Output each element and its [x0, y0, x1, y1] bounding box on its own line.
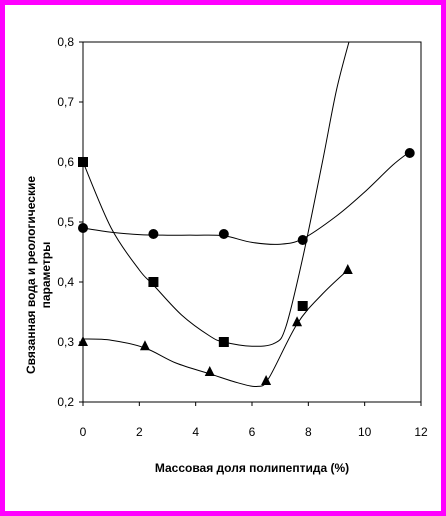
plot-area	[82, 41, 422, 403]
data-point-circle	[78, 223, 88, 233]
data-point-triangle	[261, 375, 272, 385]
x-tick-label: 0	[80, 425, 87, 439]
y-tick-label: 0,5	[57, 215, 74, 229]
y-tick-label: 0,2	[57, 395, 74, 409]
y-axis-title-line-2: параметры	[39, 242, 53, 309]
y-tick-label: 0,7	[57, 95, 74, 109]
x-axis-title: Массовая доля полипептида (%)	[155, 461, 349, 475]
x-tick-label: 8	[305, 425, 312, 439]
series-circle-line	[83, 151, 411, 245]
x-tick-label: 4	[192, 425, 199, 439]
data-point-square	[218, 337, 229, 347]
series-markers	[78, 148, 415, 385]
x-tick-label: 6	[249, 425, 256, 439]
y-tick-label: 0,6	[57, 155, 74, 169]
data-point-triangle	[78, 336, 88, 346]
data-point-square	[78, 157, 88, 167]
series-square-line	[83, 42, 350, 347]
data-point-circle	[297, 235, 308, 245]
data-point-circle	[148, 229, 159, 239]
series-lines	[83, 42, 411, 388]
data-point-triangle	[139, 340, 150, 351]
series-triangle-line	[83, 269, 349, 388]
x-tick-label: 10	[358, 425, 372, 439]
y-tick-label: 0,8	[57, 35, 74, 49]
y-axis-title-line-1: Связанная вода и реологические	[24, 176, 38, 374]
x-axis: 0 2 4 6 8 10 12	[80, 402, 428, 439]
data-point-triangle	[292, 316, 303, 327]
data-point-circle	[404, 148, 415, 158]
x-tick-label: 2	[136, 425, 143, 439]
data-point-circle	[218, 229, 229, 239]
data-point-square	[297, 301, 308, 311]
y-axis: 0,2 0,3 0,4 0,5 0,6 0,7 0,8	[57, 35, 83, 409]
data-point-triangle	[204, 366, 215, 376]
x-tick-label: 12	[414, 425, 428, 439]
y-tick-label: 0,3	[57, 335, 74, 349]
data-point-square	[148, 277, 159, 287]
y-tick-label: 0,4	[57, 275, 74, 289]
data-point-triangle	[342, 264, 353, 274]
